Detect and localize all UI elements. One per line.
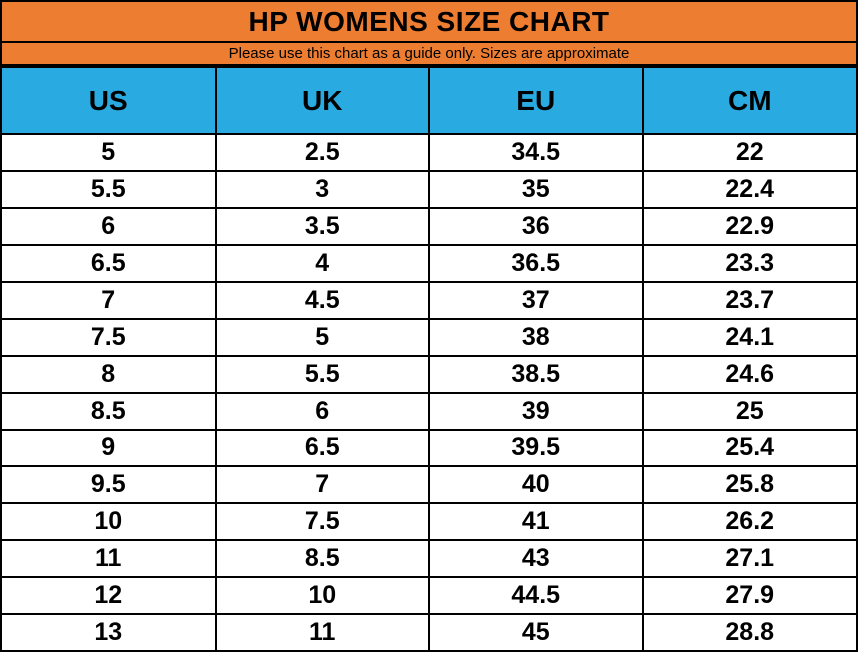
table-row: 8.5 6 39 25 xyxy=(2,391,856,431)
size-cell-uk: 5.5 xyxy=(214,354,430,394)
size-cell-uk: 3 xyxy=(214,169,430,209)
size-cell-cm: 25.8 xyxy=(641,465,856,505)
size-cell-uk: 7.5 xyxy=(214,502,430,542)
size-cell-cm: 23.7 xyxy=(641,280,856,320)
size-cell-us: 5.5 xyxy=(2,169,217,209)
size-cell-us: 9.5 xyxy=(2,465,217,505)
size-cell-cm: 24.6 xyxy=(641,354,856,394)
size-cell-us: 13 xyxy=(2,613,217,650)
chart-title: HP WOMENS SIZE CHART xyxy=(2,2,856,43)
size-cell-eu: 35 xyxy=(428,169,644,209)
size-cell-us: 7 xyxy=(2,280,217,320)
size-cell-eu: 36 xyxy=(428,206,644,246)
chart-subtitle: Please use this chart as a guide only. S… xyxy=(2,43,856,66)
table-row: 6.5 4 36.5 23.3 xyxy=(2,243,856,283)
size-cell-eu: 41 xyxy=(428,502,644,542)
column-header-eu: EU xyxy=(428,66,644,135)
size-cell-uk: 8.5 xyxy=(214,539,430,579)
size-cell-us: 5 xyxy=(2,133,217,172)
table-row: 7.5 5 38 24.1 xyxy=(2,317,856,357)
size-cell-eu: 38 xyxy=(428,317,644,357)
table-row: 9 6.5 39.5 25.4 xyxy=(2,428,856,468)
table-row: 8 5.5 38.5 24.6 xyxy=(2,354,856,394)
size-cell-eu: 44.5 xyxy=(428,576,644,616)
table-row: 9.5 7 40 25.8 xyxy=(2,465,856,505)
size-cell-uk: 7 xyxy=(214,465,430,505)
size-cell-cm: 25 xyxy=(641,391,856,431)
size-cell-uk: 6 xyxy=(214,391,430,431)
size-table-head: US UK EU CM xyxy=(2,66,856,135)
size-cell-cm: 22 xyxy=(641,133,856,172)
size-cell-cm: 27.1 xyxy=(641,539,856,579)
size-cell-uk: 6.5 xyxy=(214,428,430,468)
size-cell-cm: 23.3 xyxy=(641,243,856,283)
size-cell-uk: 4 xyxy=(214,243,430,283)
size-cell-uk: 4.5 xyxy=(214,280,430,320)
size-cell-cm: 22.4 xyxy=(641,169,856,209)
size-cell-cm: 26.2 xyxy=(641,502,856,542)
size-cell-us: 9 xyxy=(2,428,217,468)
size-cell-uk: 11 xyxy=(214,613,430,650)
table-row: 5.5 3 35 22.4 xyxy=(2,169,856,209)
size-cell-uk: 5 xyxy=(214,317,430,357)
size-cell-cm: 24.1 xyxy=(641,317,856,357)
size-cell-us: 6 xyxy=(2,206,217,246)
size-cell-eu: 39.5 xyxy=(428,428,644,468)
column-header-us: US xyxy=(2,66,217,135)
size-cell-us: 8 xyxy=(2,354,217,394)
size-cell-us: 8.5 xyxy=(2,391,217,431)
size-cell-eu: 39 xyxy=(428,391,644,431)
table-row: 10 7.5 41 26.2 xyxy=(2,502,856,542)
size-cell-cm: 28.8 xyxy=(641,613,856,650)
size-cell-cm: 25.4 xyxy=(641,428,856,468)
size-cell-eu: 34.5 xyxy=(428,133,644,172)
size-cell-eu: 36.5 xyxy=(428,243,644,283)
size-cell-eu: 43 xyxy=(428,539,644,579)
size-cell-eu: 40 xyxy=(428,465,644,505)
table-row: 12 10 44.5 27.9 xyxy=(2,576,856,616)
size-cell-uk: 3.5 xyxy=(214,206,430,246)
size-cell-eu: 37 xyxy=(428,280,644,320)
chart-subtitle-text: Please use this chart as a guide only. S… xyxy=(228,45,630,62)
size-cell-us: 6.5 xyxy=(2,243,217,283)
size-cell-eu: 38.5 xyxy=(428,354,644,394)
size-table-body: 5 2.5 34.5 22 5.5 3 35 22.4 6 3.5 36 22.9 6.5 4 36.5 23… xyxy=(2,133,856,650)
size-cell-uk: 2.5 xyxy=(214,133,430,172)
size-cell-us: 7.5 xyxy=(2,317,217,357)
table-row: 11 8.5 43 27.1 xyxy=(2,539,856,579)
size-cell-us: 10 xyxy=(2,502,217,542)
size-cell-uk: 10 xyxy=(214,576,430,616)
table-row: 7 4.5 37 23.7 xyxy=(2,280,856,320)
size-cell-us: 12 xyxy=(2,576,217,616)
table-row: 13 11 45 28.8 xyxy=(2,613,856,650)
size-table: US UK EU CM 5 2.5 34.5 22 5.5 3 35 22.4 6 3.5 36 22.9 6… xyxy=(2,66,856,650)
size-cell-us: 11 xyxy=(2,539,217,579)
table-row: 6 3.5 36 22.9 xyxy=(2,206,856,246)
column-header-uk: UK xyxy=(214,66,430,135)
size-cell-eu: 45 xyxy=(428,613,644,650)
column-header-cm: CM xyxy=(641,66,856,135)
size-cell-cm: 27.9 xyxy=(641,576,856,616)
chart-title-text: HP WOMENS SIZE CHART xyxy=(248,5,610,37)
table-row: 5 2.5 34.5 22 xyxy=(2,133,856,172)
table-header-row: US UK EU CM xyxy=(2,66,856,135)
size-cell-cm: 22.9 xyxy=(641,206,856,246)
